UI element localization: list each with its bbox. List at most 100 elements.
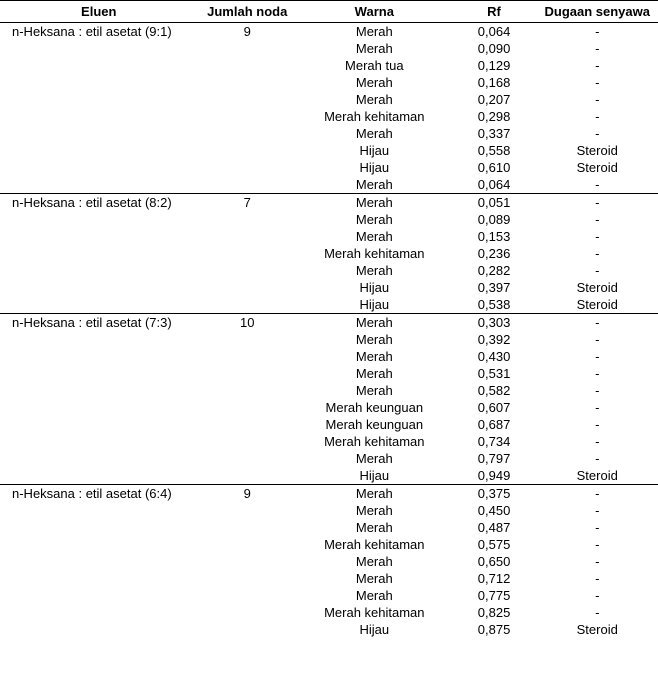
cell-rf: 0,207 (452, 91, 537, 108)
table-row: Merah tua0,129- (0, 57, 658, 74)
cell-rf: 0,397 (452, 279, 537, 296)
table-row: Merah kehitaman0,825- (0, 604, 658, 621)
cell-eluen (0, 416, 197, 433)
cell-warna: Merah (297, 176, 452, 194)
cell-warna: Merah keunguan (297, 399, 452, 416)
table-row: Merah0,531- (0, 365, 658, 382)
table-row: Merah0,168- (0, 74, 658, 91)
cell-eluen (0, 570, 197, 587)
cell-warna: Merah tua (297, 57, 452, 74)
cell-noda (197, 245, 297, 262)
cell-noda (197, 228, 297, 245)
cell-warna: Merah (297, 23, 452, 41)
cell-eluen (0, 176, 197, 194)
table-row: Hijau0,610Steroid (0, 159, 658, 176)
cell-rf: 0,430 (452, 348, 537, 365)
cell-eluen (0, 108, 197, 125)
cell-warna: Hijau (297, 279, 452, 296)
cell-noda (197, 365, 297, 382)
table-row: Merah0,430- (0, 348, 658, 365)
cell-senyawa: Steroid (536, 296, 658, 314)
table-row: Merah kehitaman0,734- (0, 433, 658, 450)
cell-warna: Merah (297, 485, 452, 503)
cell-warna: Hijau (297, 296, 452, 314)
cell-warna: Merah (297, 194, 452, 212)
cell-warna: Merah (297, 125, 452, 142)
cell-noda (197, 450, 297, 467)
cell-noda (197, 40, 297, 57)
cell-eluen (0, 57, 197, 74)
cell-warna: Merah (297, 331, 452, 348)
cell-senyawa: Steroid (536, 159, 658, 176)
cell-eluen (0, 91, 197, 108)
cell-eluen (0, 245, 197, 262)
table-row: Merah0,582- (0, 382, 658, 399)
cell-senyawa: - (536, 416, 658, 433)
cell-senyawa: - (536, 485, 658, 503)
cell-noda (197, 176, 297, 194)
cell-warna: Merah (297, 570, 452, 587)
cell-senyawa: - (536, 194, 658, 212)
cell-eluen (0, 519, 197, 536)
cell-rf: 0,168 (452, 74, 537, 91)
cell-eluen (0, 467, 197, 485)
cell-noda (197, 467, 297, 485)
cell-warna: Merah kehitaman (297, 245, 452, 262)
cell-rf: 0,687 (452, 416, 537, 433)
cell-rf: 0,949 (452, 467, 537, 485)
table-row: n-Heksana : etil asetat (9:1)9Merah0,064… (0, 23, 658, 41)
cell-senyawa: - (536, 331, 658, 348)
cell-warna: Merah (297, 262, 452, 279)
cell-rf: 0,236 (452, 245, 537, 262)
table-row: Merah0,090- (0, 40, 658, 57)
cell-noda: 10 (197, 314, 297, 332)
cell-senyawa: - (536, 570, 658, 587)
cell-rf: 0,650 (452, 553, 537, 570)
cell-noda (197, 587, 297, 604)
header-warna: Warna (297, 1, 452, 23)
cell-noda: 9 (197, 23, 297, 41)
cell-noda (197, 604, 297, 621)
cell-rf: 0,558 (452, 142, 537, 159)
cell-noda (197, 348, 297, 365)
cell-senyawa: - (536, 382, 658, 399)
cell-warna: Merah (297, 450, 452, 467)
cell-rf: 0,282 (452, 262, 537, 279)
cell-rf: 0,775 (452, 587, 537, 604)
cell-senyawa: - (536, 23, 658, 41)
cell-senyawa: - (536, 604, 658, 621)
cell-senyawa: - (536, 245, 658, 262)
table-row: Hijau0,397Steroid (0, 279, 658, 296)
cell-eluen (0, 159, 197, 176)
table-row: Merah0,487- (0, 519, 658, 536)
cell-eluen (0, 382, 197, 399)
cell-noda (197, 621, 297, 638)
cell-eluen (0, 331, 197, 348)
header-row: Eluen Jumlah noda Warna Rf Dugaan senyaw… (0, 1, 658, 23)
cell-warna: Merah (297, 365, 452, 382)
cell-warna: Merah kehitaman (297, 536, 452, 553)
table-row: Merah0,712- (0, 570, 658, 587)
cell-rf: 0,734 (452, 433, 537, 450)
cell-rf: 0,797 (452, 450, 537, 467)
cell-rf: 0,064 (452, 23, 537, 41)
cell-eluen (0, 125, 197, 142)
cell-warna: Merah (297, 211, 452, 228)
cell-warna: Merah (297, 587, 452, 604)
cell-senyawa: - (536, 108, 658, 125)
cell-senyawa: - (536, 365, 658, 382)
cell-eluen (0, 433, 197, 450)
cell-rf: 0,129 (452, 57, 537, 74)
cell-rf: 0,153 (452, 228, 537, 245)
cell-noda (197, 262, 297, 279)
cell-senyawa: - (536, 314, 658, 332)
cell-eluen (0, 211, 197, 228)
table-row: n-Heksana : etil asetat (7:3)10Merah0,30… (0, 314, 658, 332)
cell-senyawa: - (536, 91, 658, 108)
cell-senyawa: - (536, 536, 658, 553)
cell-rf: 0,090 (452, 40, 537, 57)
table-row: Hijau0,949Steroid (0, 467, 658, 485)
cell-rf: 0,064 (452, 176, 537, 194)
table-row: Merah0,207- (0, 91, 658, 108)
cell-rf: 0,298 (452, 108, 537, 125)
